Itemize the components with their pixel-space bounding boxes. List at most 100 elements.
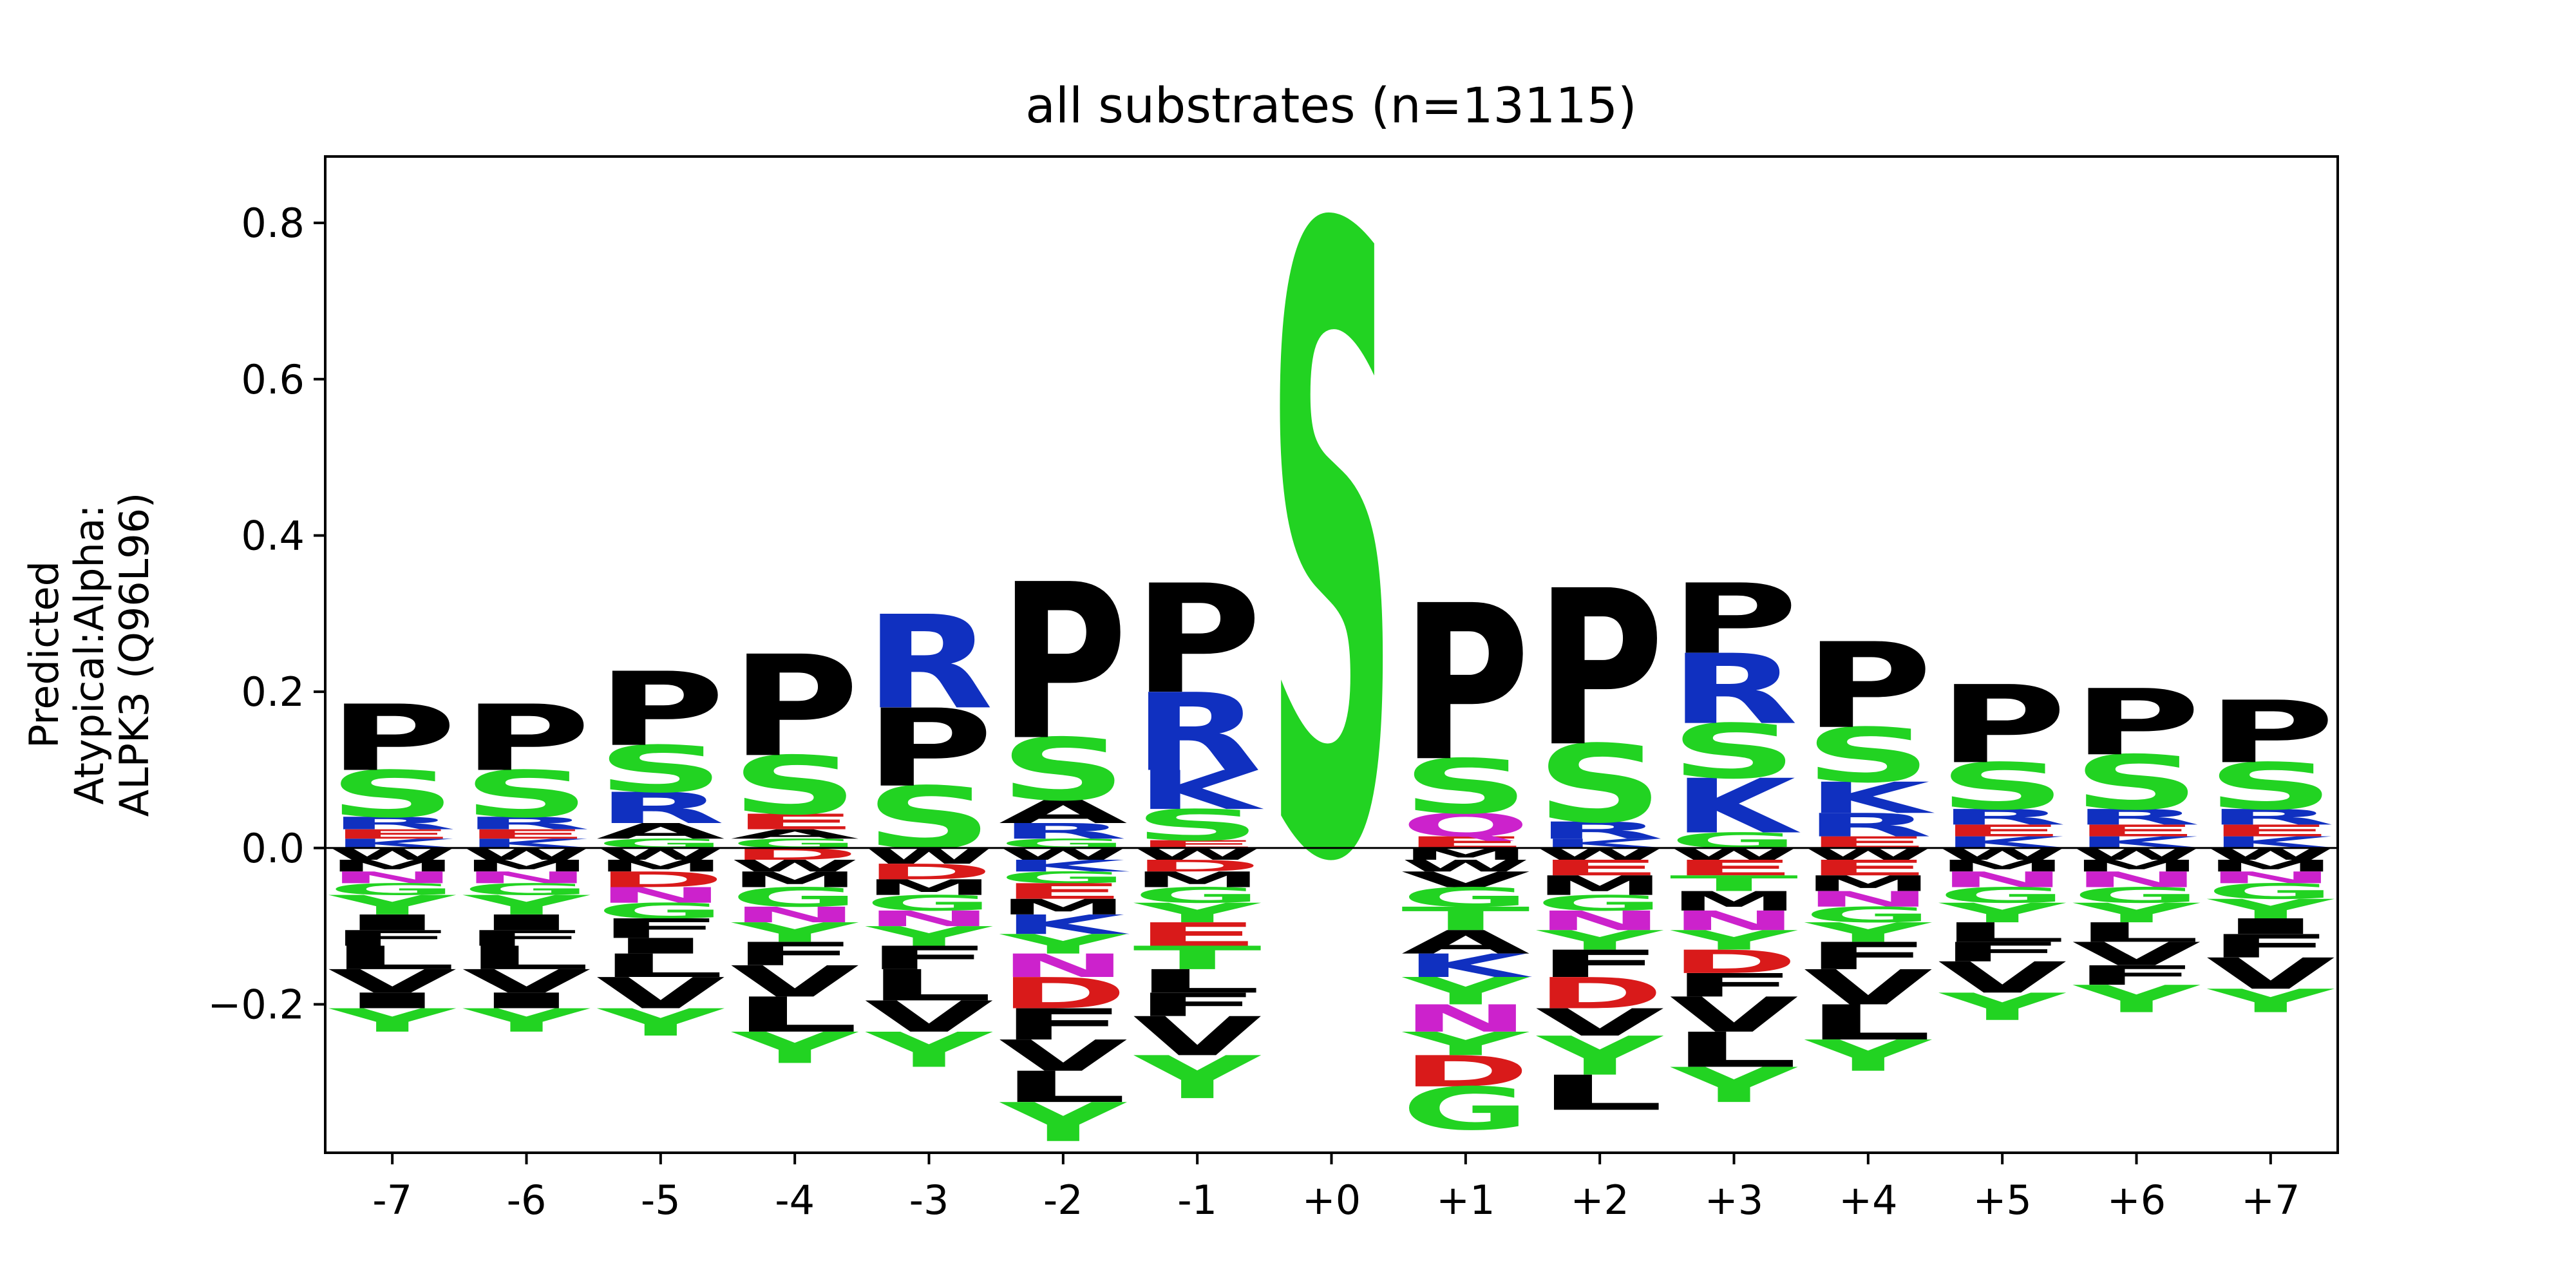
logo-letter-F: F (596, 913, 725, 944)
logo-letter-F: F (462, 926, 591, 951)
logo-letter-I: I (462, 989, 591, 1014)
logo-letter-G: G (2206, 879, 2335, 904)
logo-letter-F: F (2206, 927, 2335, 965)
x-tick-label: +6 (2107, 1177, 2166, 1224)
logo-letter-F: F (730, 935, 859, 972)
y-tick-label: −0.2 (207, 981, 305, 1028)
logo-letter-Y: Y (731, 917, 860, 948)
y-axis-label-line-3: ALPK3 (Q96L96) (111, 493, 158, 817)
logo-letter-E: E (1670, 856, 1799, 881)
logo-letter-V: V (1133, 1006, 1262, 1068)
y-tick-label: 0.6 (241, 356, 305, 403)
logo-letter-D: D (999, 969, 1128, 1018)
logo-letter-T: T (1670, 871, 1799, 896)
logo-letter-R: R (2206, 805, 2335, 830)
logo-letter-E: E (999, 879, 1128, 904)
logo-letter-E: E (1133, 916, 1262, 953)
logo-letter-R: R (596, 783, 725, 833)
logo-letter-Y: Y (2206, 894, 2335, 925)
x-tick-label: -5 (641, 1177, 681, 1224)
logo-letter-G: G (1938, 883, 2067, 908)
logo-letter-L: L (865, 961, 994, 1010)
logo-letter-S: S (865, 769, 994, 869)
logo-letter-Y: Y (999, 929, 1128, 960)
logo-letter-S: S (1267, 53, 1396, 1050)
logo-letter-S: S (596, 732, 725, 807)
logo-letter-E: E (730, 810, 859, 835)
logo-letter-N: N (865, 907, 994, 932)
logo-letter-M: M (2072, 857, 2201, 875)
logo-letter-M: M (999, 895, 1128, 920)
logo-letter-D: D (1401, 1046, 1530, 1096)
logo-letter-S: S (1938, 750, 2067, 824)
logo-letter-Y: Y (1938, 898, 2067, 929)
logo-letter-M: M (1535, 870, 1664, 901)
logo-letter-R: R (1938, 805, 2067, 830)
logo-letter-S: S (1133, 800, 1262, 850)
logo-letter-V: V (1938, 953, 2067, 1003)
logo-letter-V: V (2072, 935, 2201, 972)
logo-letter-S: S (999, 721, 1128, 820)
logo-letter-M: M (1133, 867, 1262, 893)
logo-letter-I: I (596, 934, 725, 959)
logo-letter-N: N (1401, 997, 1530, 1041)
logo-letter-K: K (1001, 857, 1130, 875)
logo-letter-V: V (1401, 867, 1530, 893)
logo-letter-V: V (1670, 987, 1799, 1043)
logo-letter-G: G (596, 898, 725, 923)
logo-letter-V: V (999, 1031, 1128, 1081)
logo-letter-Y: Y (1804, 917, 1933, 948)
logo-letter-R: R (462, 813, 591, 833)
y-axis-label-line-1: Predicted (21, 561, 68, 748)
logo-letter-I: I (328, 910, 457, 935)
logo-letter-P: P (328, 686, 457, 792)
logo-letter-V: V (462, 963, 591, 1000)
logo-letter-V: V (328, 963, 457, 1000)
logo-letter-F: F (999, 1000, 1128, 1050)
logo-letter-G: G (2072, 883, 2201, 908)
y-tick-label: 0.8 (241, 200, 305, 247)
logo-letter-D: D (1670, 943, 1799, 981)
logo-letter-Y: Y (2207, 983, 2335, 1020)
logo-letter-T: T (1133, 940, 1262, 977)
logo-letter-P: P (2206, 683, 2335, 782)
logo-letter-Y: Y (462, 890, 591, 921)
logo-letter-N: N (1938, 867, 2067, 893)
x-tick-label: -1 (1177, 1177, 1217, 1224)
logo-letter-S: S (730, 739, 859, 833)
logo-letter-V: V (1535, 1001, 1664, 1045)
logo-letter-L: L (1938, 917, 2067, 948)
x-tick-label: -7 (372, 1177, 412, 1224)
x-tick-label: -3 (909, 1177, 949, 1224)
logo-letter-D: D (596, 867, 725, 893)
logo-letter-D: D (1133, 857, 1262, 875)
logo-letter-Y: Y (1402, 1025, 1530, 1063)
logo-letter-N: N (328, 868, 457, 887)
logo-letter-G: G (999, 868, 1128, 887)
logo-letter-R: R (328, 813, 457, 833)
logo-letter-G: G (1535, 891, 1664, 916)
logo-letter-F: F (328, 926, 457, 951)
logo-letter-S: S (1535, 723, 1664, 847)
logo-letter-Y: Y (462, 1002, 591, 1039)
logo-letter-W: W (1401, 857, 1530, 875)
logo-letter-S: S (328, 757, 457, 832)
logo-letter-T: T (1401, 900, 1530, 938)
logo-letter-K: K (1672, 763, 1801, 851)
logo-letter-R: R (1133, 671, 1262, 795)
x-tick-label: +3 (1705, 1177, 1763, 1224)
logo-letter-L: L (462, 939, 591, 976)
logo-letter-M: M (1670, 886, 1799, 916)
logo-letter-E: E (328, 827, 457, 842)
logo-letter-P: P (730, 627, 859, 788)
logo-letter-V: V (596, 969, 725, 1018)
x-tick-label: +0 (1302, 1177, 1361, 1224)
x-tick-label: +7 (2241, 1177, 2300, 1224)
logo-letter-Y: Y (328, 1002, 457, 1039)
x-tick-label: -4 (775, 1177, 815, 1224)
logo-letter-N: N (999, 947, 1128, 985)
y-tick-label: 0.4 (241, 512, 305, 559)
logo-letter-V: V (1804, 960, 1933, 1016)
y-axis-label-line-2: Atypical:Alpha: (66, 504, 113, 804)
